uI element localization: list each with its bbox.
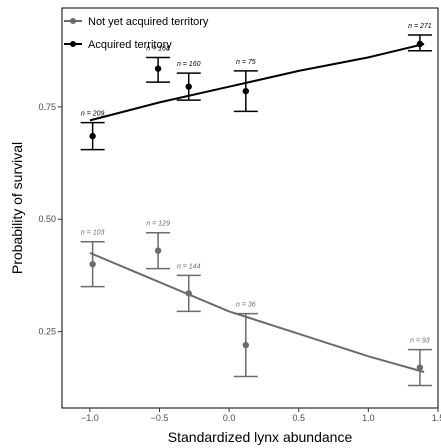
chart-axes: −1.0 −0.5 0.0 0.5 1.0 1.5 0.25 0.50 0.75 <box>38 102 441 423</box>
series-0-point-1-marker <box>154 247 162 254</box>
x-tick-label-3: 0.5 <box>292 413 305 423</box>
series-0-point-3-n-label: n = 36 <box>236 302 256 309</box>
series-1-point-2-n-label: n = 160 <box>177 61 201 68</box>
y-axis-title: Probability of survival <box>9 142 25 274</box>
y-tick-label-1: 0.50 <box>38 214 56 224</box>
series-0-point-4-marker <box>416 364 424 371</box>
series-1-point-0-n-label: n = 209 <box>81 111 105 118</box>
legend-dot-not-yet-acquired <box>70 18 76 24</box>
legend-dot-acquired <box>70 41 76 47</box>
series-1-point-4-marker <box>416 40 424 48</box>
series-0-point-2-marker <box>185 290 192 297</box>
x-tick-label-1: −0.5 <box>151 413 169 423</box>
series-0-point-4-n-label: n = 93 <box>410 338 430 345</box>
series-1-point-2-marker <box>185 83 192 90</box>
x-tick-label-0: −1.0 <box>81 413 99 423</box>
plot-panel <box>61 7 439 409</box>
chart-marks: n = 103 n = 129 n = 144 n = 36 n = 93 n = 209… <box>80 23 432 387</box>
x-tick-label-2: 0.0 <box>223 413 236 423</box>
x-tick-label-4: 1.0 <box>362 413 375 423</box>
x-axis-title: Standardized lynx abundance <box>168 429 353 445</box>
legend: Not yet acquired territory Acquired terr… <box>64 16 209 51</box>
series-1-point-3-n-label: n = 75 <box>236 59 256 66</box>
series-0-point-0-marker <box>89 260 96 268</box>
series-1-fit-line <box>89 43 425 122</box>
y-tick-label-0: 0.25 <box>38 327 56 337</box>
series-0-point-0-n-label: n = 103 <box>81 230 105 237</box>
series-1-point-3-marker <box>242 87 250 95</box>
series-0-point-2-n-label: n = 144 <box>177 263 201 270</box>
x-tick-label-5: 1.5 <box>432 413 441 423</box>
series-1-point-1-marker <box>154 65 162 72</box>
series-0-fit-line <box>89 251 425 373</box>
legend-label-not-yet-acquired: Not yet acquired territory <box>88 16 209 28</box>
series-1-point-1-n-label: n = 168 <box>146 45 170 52</box>
series-1-point-0-marker <box>89 132 96 140</box>
series-1-point-4-n-label: n = 271 <box>408 23 432 30</box>
series-0-point-3-marker <box>242 341 250 349</box>
series-0-point-1-n-label: n = 129 <box>146 221 170 228</box>
legend-label-acquired: Acquired territory <box>88 39 172 51</box>
y-tick-label-2: 0.75 <box>38 102 56 112</box>
